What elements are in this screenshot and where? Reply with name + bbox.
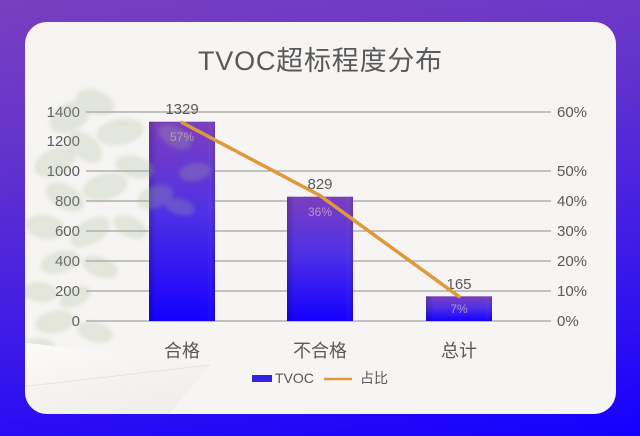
svg-text:60%: 60%: [557, 104, 587, 121]
svg-text:30%: 30%: [557, 223, 587, 240]
svg-text:TVOC: TVOC: [275, 370, 314, 386]
svg-text:总计: 总计: [441, 341, 477, 361]
svg-text:36%: 36%: [308, 205, 332, 219]
svg-text:不合格: 不合格: [293, 341, 347, 361]
svg-text:0%: 0%: [557, 313, 579, 330]
svg-text:50%: 50%: [557, 163, 587, 180]
svg-text:40%: 40%: [557, 193, 587, 210]
svg-text:7%: 7%: [450, 302, 468, 316]
svg-text:10%: 10%: [557, 283, 587, 300]
svg-text:占比: 占比: [360, 370, 388, 386]
svg-text:20%: 20%: [557, 253, 587, 270]
